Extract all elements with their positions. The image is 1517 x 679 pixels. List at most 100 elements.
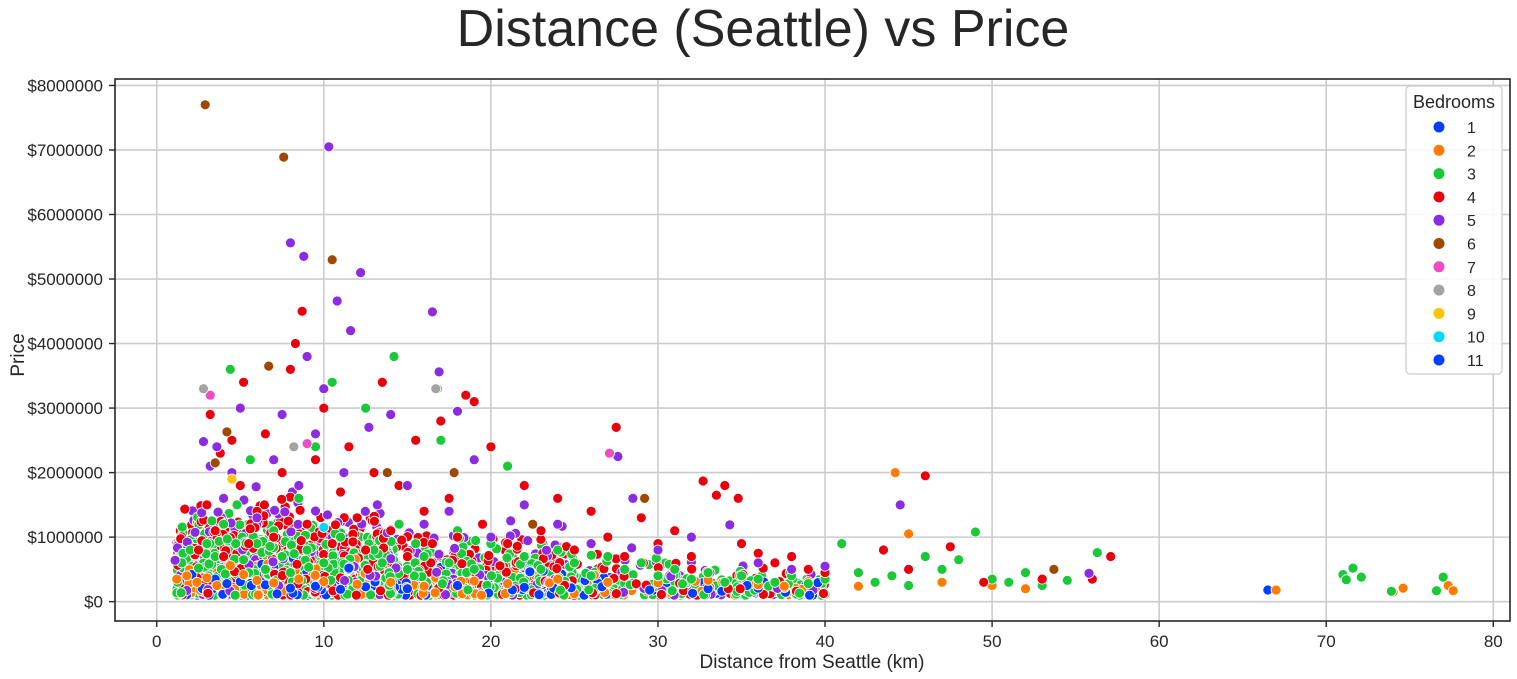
data-point bbox=[819, 560, 831, 572]
data-point bbox=[238, 554, 250, 566]
data-point bbox=[201, 499, 213, 511]
data-point bbox=[355, 267, 367, 279]
data-point bbox=[903, 564, 914, 575]
data-point bbox=[449, 543, 461, 554]
data-point bbox=[903, 580, 914, 591]
data-point bbox=[271, 588, 283, 600]
data-point bbox=[218, 492, 230, 504]
data-point bbox=[505, 515, 517, 527]
data-point bbox=[443, 505, 455, 517]
data-point bbox=[368, 467, 380, 479]
data-point bbox=[221, 533, 233, 545]
data-point bbox=[919, 470, 931, 482]
data-point bbox=[502, 538, 514, 549]
legend-label: 9 bbox=[1467, 306, 1476, 323]
data-point bbox=[719, 576, 731, 588]
data-point bbox=[293, 573, 305, 585]
data-point bbox=[218, 551, 230, 562]
data-point bbox=[234, 402, 246, 414]
data-point bbox=[278, 151, 290, 163]
data-point bbox=[268, 454, 280, 466]
data-point bbox=[652, 570, 664, 582]
data-point bbox=[268, 531, 280, 543]
legend-label: 3 bbox=[1467, 167, 1476, 184]
data-point bbox=[732, 492, 744, 504]
legend-marker bbox=[1433, 121, 1445, 133]
data-point bbox=[211, 580, 223, 591]
data-point bbox=[802, 564, 814, 575]
data-point bbox=[585, 538, 597, 549]
data-point bbox=[627, 492, 639, 504]
x-tick-label: 0 bbox=[152, 632, 161, 651]
data-point bbox=[635, 557, 647, 569]
data-point bbox=[551, 563, 563, 574]
legend-marker bbox=[1433, 261, 1445, 273]
data-point bbox=[303, 561, 315, 573]
data-point bbox=[425, 557, 437, 569]
data-point bbox=[252, 589, 264, 601]
data-point bbox=[376, 557, 388, 569]
data-point bbox=[1020, 567, 1031, 578]
data-point bbox=[323, 141, 335, 153]
legend-label: 1 bbox=[1467, 120, 1476, 137]
data-point bbox=[231, 499, 243, 511]
plot-frame bbox=[114, 78, 1511, 622]
data-point bbox=[611, 588, 622, 599]
x-tick-label: 10 bbox=[314, 632, 333, 651]
data-point bbox=[310, 505, 321, 517]
data-point bbox=[176, 521, 188, 533]
data-point bbox=[365, 589, 377, 601]
data-point bbox=[555, 584, 566, 596]
legend-marker bbox=[1433, 168, 1445, 180]
data-point bbox=[483, 550, 495, 561]
data-point bbox=[619, 564, 630, 575]
data-point bbox=[196, 507, 208, 519]
data-point bbox=[224, 560, 236, 571]
data-point bbox=[410, 538, 422, 549]
x-tick-label: 30 bbox=[649, 632, 668, 651]
x-tick-label: 70 bbox=[1317, 632, 1336, 651]
data-point bbox=[518, 499, 530, 511]
data-point bbox=[769, 557, 781, 569]
data-point bbox=[1091, 547, 1103, 558]
data-point bbox=[786, 551, 797, 562]
y-tick-label: $4000000 bbox=[27, 335, 103, 354]
legend-label: 5 bbox=[1467, 213, 1476, 230]
data-point bbox=[527, 518, 539, 530]
data-point bbox=[1036, 573, 1048, 585]
data-point bbox=[585, 570, 597, 582]
data-point bbox=[211, 441, 223, 453]
data-point bbox=[276, 493, 288, 505]
data-point bbox=[426, 306, 438, 318]
data-point bbox=[268, 577, 280, 589]
data-point bbox=[318, 576, 330, 587]
data-point bbox=[583, 584, 595, 596]
legend: Bedrooms 1 2 3 4 5 6 7 8 9 10 11 bbox=[1405, 85, 1503, 375]
data-point bbox=[869, 576, 881, 588]
data-point bbox=[234, 519, 246, 531]
data-point bbox=[318, 557, 330, 569]
data-point bbox=[263, 360, 275, 372]
y-tick-label: $8000000 bbox=[27, 76, 103, 95]
data-point bbox=[630, 578, 642, 590]
data-point bbox=[309, 570, 321, 581]
data-point bbox=[518, 551, 530, 562]
data-point bbox=[318, 383, 330, 395]
data-point bbox=[518, 582, 530, 593]
data-point bbox=[360, 544, 372, 556]
data-point bbox=[401, 564, 413, 575]
data-point bbox=[501, 552, 513, 564]
data-point bbox=[388, 351, 400, 362]
data-point bbox=[330, 519, 341, 531]
data-point bbox=[435, 415, 447, 427]
x-tick-label: 40 bbox=[816, 632, 835, 651]
data-point bbox=[468, 454, 480, 466]
y-tick-label: $3000000 bbox=[27, 399, 103, 418]
legend-entries: 1 2 3 4 5 6 7 8 9 10 11 bbox=[1433, 120, 1485, 370]
data-point bbox=[1061, 575, 1073, 586]
data-point bbox=[276, 409, 288, 420]
data-point bbox=[686, 531, 697, 543]
data-point bbox=[552, 518, 564, 530]
data-point bbox=[322, 509, 333, 521]
